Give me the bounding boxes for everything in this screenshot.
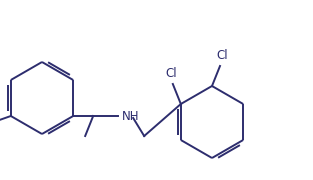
Text: Cl: Cl (165, 67, 177, 80)
Text: Cl: Cl (216, 49, 228, 62)
Text: NH: NH (122, 109, 139, 123)
